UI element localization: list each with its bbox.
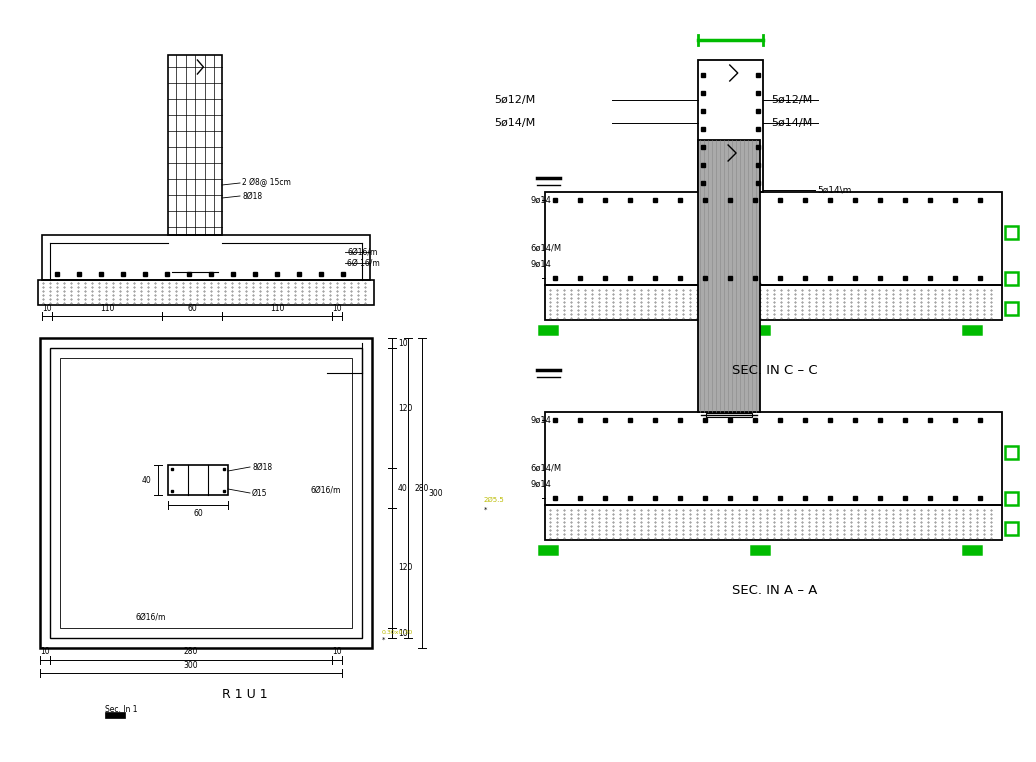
Text: 110: 110 [269, 303, 284, 312]
Bar [706, 413, 752, 417]
Text: *: * [382, 637, 385, 643]
Bar [545, 412, 1002, 505]
Text: 5ø14\m: 5ø14\m [817, 185, 852, 194]
Bar [42, 235, 370, 280]
Bar [698, 60, 762, 192]
Text: 10: 10 [40, 648, 50, 657]
Text: 5ø14/M: 5ø14/M [494, 118, 535, 128]
Text: Sec. In 1: Sec. In 1 [105, 706, 138, 715]
Text: 2 Ø8@ 15cm: 2 Ø8@ 15cm [242, 178, 291, 187]
Text: 300: 300 [428, 488, 442, 498]
Text: 9ø14: 9ø14 [530, 196, 551, 204]
Text: 6ø14/M: 6ø14/M [530, 463, 562, 472]
Bar [168, 465, 228, 495]
Text: 10: 10 [42, 303, 52, 312]
Text: 10: 10 [333, 648, 342, 657]
Text: 2Ø5.5: 2Ø5.5 [484, 497, 505, 503]
Text: 0.30x0.30: 0.30x0.30 [382, 629, 413, 635]
Text: Ø15: Ø15 [252, 488, 267, 498]
Text: SEC. IN A – A: SEC. IN A – A [732, 584, 817, 597]
Text: 8Ø18: 8Ø18 [242, 191, 262, 200]
Bar [1005, 302, 1018, 315]
Text: 9ø14: 9ø14 [530, 479, 551, 488]
Bar [1005, 492, 1018, 505]
Bar [751, 546, 769, 554]
Bar [751, 326, 769, 334]
Bar [105, 712, 125, 718]
Text: 6ø14/M: 6ø14/M [530, 244, 562, 252]
Bar [698, 140, 760, 412]
Text: 60: 60 [193, 508, 203, 517]
Text: 110: 110 [99, 303, 114, 312]
Text: 10: 10 [398, 629, 407, 638]
Text: 9ø14: 9ø14 [530, 415, 551, 424]
Text: *: * [484, 507, 487, 513]
Text: 60: 60 [188, 303, 197, 312]
Text: 5ø12/M: 5ø12/M [771, 95, 812, 105]
Text: SEC. IN C – C: SEC. IN C – C [732, 363, 817, 376]
Text: 40: 40 [141, 475, 151, 485]
Bar [1005, 272, 1018, 285]
Text: 6Ø16/m: 6Ø16/m [310, 485, 341, 495]
Bar [40, 338, 372, 648]
Bar [963, 326, 981, 334]
Bar [168, 55, 222, 235]
Text: 40: 40 [398, 484, 408, 492]
Text: 280: 280 [183, 648, 198, 657]
Text: R 1 U 1: R 1 U 1 [222, 689, 268, 702]
Text: 280: 280 [414, 484, 428, 492]
Text: 10: 10 [333, 303, 342, 312]
Text: 6Ø16/m: 6Ø16/m [135, 613, 166, 622]
Bar [1005, 522, 1018, 535]
Bar [539, 546, 557, 554]
Text: 8Ø18: 8Ø18 [252, 463, 272, 472]
Bar [1005, 226, 1018, 239]
Bar [963, 546, 981, 554]
Bar [545, 505, 1002, 540]
Text: 120: 120 [398, 404, 412, 412]
Text: 120: 120 [398, 564, 412, 572]
Bar [545, 192, 1002, 285]
Text: 5ø14/M: 5ø14/M [771, 118, 812, 128]
Bar [50, 348, 362, 638]
Bar [545, 285, 1002, 320]
Text: 6Ø16/m: 6Ø16/m [347, 248, 377, 257]
Bar [1005, 446, 1018, 459]
Bar [539, 326, 557, 334]
Text: 9ø14: 9ø14 [530, 260, 551, 268]
Text: 5ø12/M: 5ø12/M [494, 95, 535, 105]
Text: 10: 10 [398, 338, 407, 347]
Bar [60, 358, 352, 628]
Text: 300: 300 [183, 661, 198, 670]
Bar [706, 281, 755, 285]
Bar [38, 280, 374, 305]
Text: 6Ø 16/m: 6Ø 16/m [347, 258, 380, 267]
